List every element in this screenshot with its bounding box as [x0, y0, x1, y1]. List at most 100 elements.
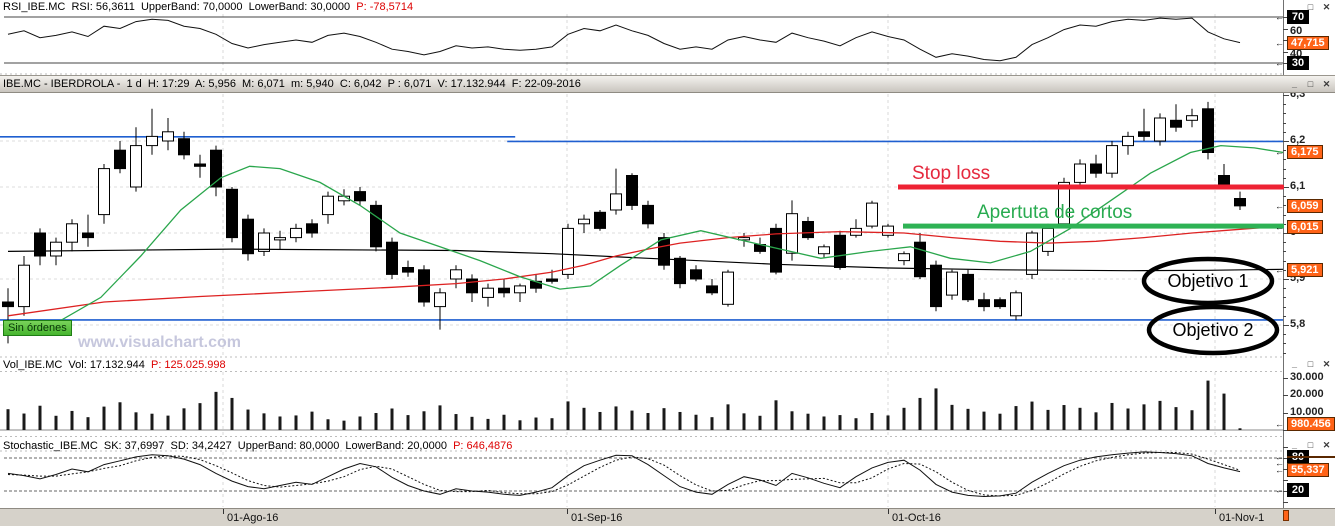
price-value-badge: 6,059	[1287, 199, 1323, 213]
volume-bar	[422, 411, 426, 430]
stoch-close-button[interactable]: ✕	[1322, 440, 1331, 450]
candle-body	[818, 246, 830, 255]
volume-bar	[1142, 404, 1146, 430]
scale-label: 20.000	[1290, 388, 1324, 400]
stoch-minimize-button[interactable]: _	[1291, 440, 1297, 450]
volume-bar	[86, 417, 90, 430]
short-entry-line	[903, 223, 1283, 229]
chart-canvas[interactable]: www.visualchart.com Stop loss Apertuta de …	[0, 0, 1283, 508]
candle-body	[706, 285, 718, 294]
volume-bar	[246, 409, 250, 430]
scale-tick	[1283, 469, 1288, 470]
volume-bar	[1190, 410, 1194, 430]
rsi-maximize-button[interactable]: □	[1307, 2, 1314, 12]
volume-bar	[614, 406, 618, 430]
scale-tick	[1283, 150, 1286, 151]
volume-bar	[1078, 407, 1082, 430]
volume-bar	[582, 407, 586, 430]
scale-arrow-icon: ←	[1275, 12, 1284, 22]
volume-bar	[1110, 402, 1114, 430]
scale-tick	[1283, 233, 1289, 234]
header-text: V: 17.132.944 F: 22-09-2016	[431, 78, 581, 90]
main-minimize-button[interactable]: _	[1291, 79, 1297, 89]
target-ellipse-1	[1141, 256, 1275, 306]
candle-body	[770, 227, 782, 273]
scale-tick	[1283, 242, 1286, 243]
target-label-1: Objetivo 1	[1167, 271, 1248, 291]
rsi-level-badge: 30	[1287, 56, 1309, 70]
candle-body	[1042, 227, 1054, 252]
stoch-panel-window-buttons: _ □ ✕	[1288, 440, 1333, 451]
main-maximize-button[interactable]: □	[1307, 79, 1314, 89]
stop-loss-label: Stop loss	[912, 163, 990, 184]
volume-bar	[214, 391, 218, 430]
volume-bar	[566, 401, 570, 430]
scale-tick	[1283, 502, 1288, 503]
medium-ma-line	[7, 225, 1283, 317]
volume-bar	[726, 404, 730, 430]
scale-label: 30.000	[1290, 371, 1324, 383]
volume-bar	[1030, 401, 1034, 430]
scale-label: 10.000	[1290, 406, 1324, 418]
volume-bar	[870, 413, 874, 430]
scale-tick	[1283, 159, 1286, 160]
volume-bar	[694, 414, 698, 430]
candle-body	[1186, 115, 1198, 121]
scale-tick	[1283, 113, 1286, 114]
rsi-value-badge: 47,715	[1287, 36, 1329, 50]
volume-bar	[998, 413, 1002, 430]
long-ma-line	[7, 248, 1283, 272]
time-axis-tick	[567, 509, 568, 514]
volume-bar	[758, 415, 762, 430]
candle-body	[930, 264, 942, 308]
candle-body	[1234, 198, 1246, 207]
volume-bar	[902, 407, 906, 430]
time-axis-tick	[1215, 509, 1216, 514]
volume-bar	[278, 416, 282, 430]
main-close-button[interactable]: ✕	[1322, 79, 1331, 89]
volume-maximize-button[interactable]: □	[1307, 359, 1314, 369]
scale-tick	[1283, 196, 1286, 197]
rsi-close-button[interactable]: ✕	[1322, 2, 1331, 12]
volume-bar	[118, 402, 122, 430]
main-chart-titlebar[interactable]: IBE.MC - IBERDROLA - 1 d H: 17:29 A: 5,9…	[0, 75, 1335, 93]
header-last-value-red: P: -78,5714	[356, 1, 414, 13]
candle-body	[690, 269, 702, 280]
scale-tick	[1283, 325, 1289, 326]
volume-bar	[134, 412, 138, 430]
price-value-badge: 6,175	[1287, 145, 1323, 159]
candle-body	[1202, 108, 1214, 154]
scale-tick	[1283, 261, 1286, 262]
price-value-badge: 6,015	[1287, 220, 1323, 234]
volume-bar	[1174, 407, 1178, 430]
scale-tick	[1283, 178, 1286, 179]
scale-tick	[1283, 205, 1286, 206]
time-axis-tick	[223, 509, 224, 514]
candle-body	[562, 227, 574, 275]
volume-bar	[38, 405, 42, 430]
volume-bar	[198, 403, 202, 430]
scale-tick	[1283, 491, 1288, 492]
stoch-level-badge: 20	[1287, 483, 1309, 497]
stoch-maximize-button[interactable]: □	[1307, 440, 1314, 450]
volume-bar	[1062, 405, 1066, 430]
candle-body	[130, 145, 142, 188]
time-axis[interactable]: 01-Ago-16 01-Sep-16 01-Oct-16 01-Nov-1	[0, 508, 1335, 526]
candle-body	[914, 241, 926, 278]
header-last-value-red: P : 6,071	[387, 78, 432, 90]
scale-tick	[1283, 132, 1286, 133]
volume-bar	[1014, 406, 1018, 430]
volume-bar	[646, 413, 650, 430]
candle-body	[194, 163, 206, 167]
volume-minimize-button[interactable]: _	[1291, 359, 1297, 369]
volume-header: Vol_IBE.MC Vol: 17.132.944 P: 125.025.99…	[3, 359, 226, 371]
candle-body	[978, 299, 990, 308]
volume-bar	[54, 415, 58, 430]
volume-close-button[interactable]: ✕	[1322, 359, 1331, 369]
candle-body	[1170, 119, 1182, 128]
rsi-minimize-button[interactable]: _	[1291, 2, 1297, 12]
volume-bar	[294, 415, 298, 430]
stop-loss-axis-mark	[1277, 185, 1284, 189]
scale-arrow-icon: ←	[1275, 58, 1284, 68]
scale-tick	[1283, 224, 1286, 225]
